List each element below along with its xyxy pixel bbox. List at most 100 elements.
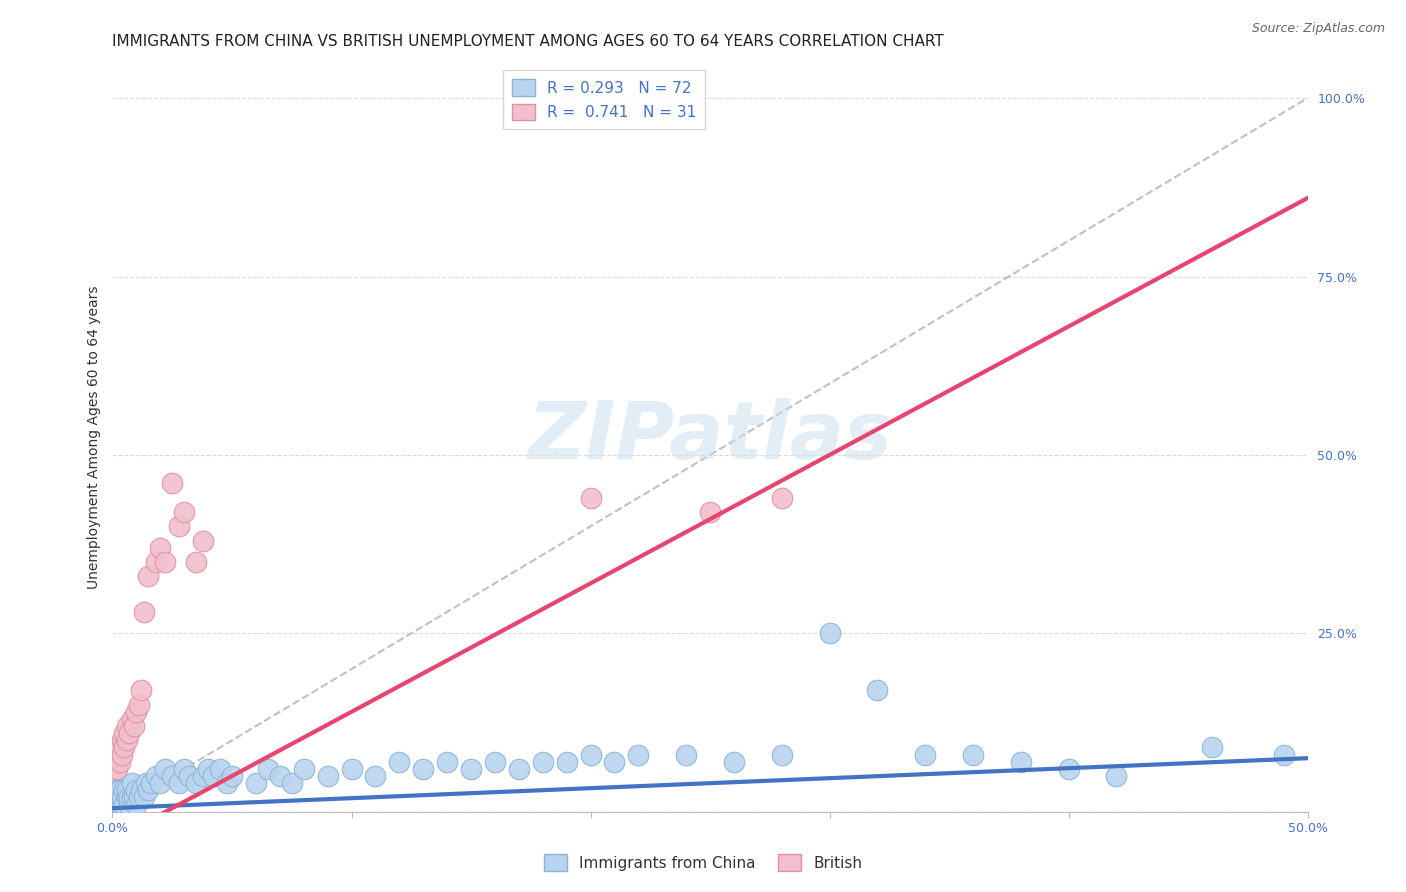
Point	[149, 541, 172, 555]
Point	[104, 769, 127, 783]
Point	[627, 747, 650, 762]
Point	[114, 783, 135, 797]
Point	[866, 683, 889, 698]
Point	[128, 790, 150, 805]
Point	[388, 755, 411, 769]
Point	[292, 762, 315, 776]
Y-axis label: Unemployment Among Ages 60 to 64 years: Unemployment Among Ages 60 to 64 years	[87, 285, 101, 589]
Point	[173, 505, 195, 519]
Point	[162, 476, 183, 491]
Point	[818, 626, 841, 640]
Point	[1272, 747, 1295, 762]
Point	[269, 769, 291, 783]
Point	[108, 755, 131, 769]
Point	[135, 776, 157, 790]
Point	[193, 533, 215, 548]
Point	[316, 769, 339, 783]
Point	[914, 747, 936, 762]
Point	[675, 747, 697, 762]
Point	[125, 783, 148, 797]
Point	[105, 790, 128, 805]
Point	[699, 505, 721, 519]
Point	[121, 776, 143, 790]
Point	[145, 555, 167, 569]
Point	[129, 783, 152, 797]
Point	[484, 755, 506, 769]
Point	[245, 776, 267, 790]
Point	[105, 797, 128, 812]
Point	[138, 783, 160, 797]
Point	[104, 797, 127, 812]
Point	[193, 769, 215, 783]
Point	[555, 755, 578, 769]
Point	[115, 733, 138, 747]
Point	[105, 762, 128, 776]
Point	[115, 783, 138, 797]
Point	[281, 776, 304, 790]
Point	[169, 519, 191, 533]
Point	[114, 740, 135, 755]
Point	[125, 797, 148, 812]
Point	[111, 790, 134, 805]
Point	[149, 776, 172, 790]
Point	[197, 762, 219, 776]
Point	[108, 797, 131, 812]
Point	[186, 555, 208, 569]
Point	[121, 790, 143, 805]
Point	[962, 747, 984, 762]
Point	[111, 747, 134, 762]
Point	[114, 726, 135, 740]
Point	[364, 769, 387, 783]
Point	[221, 769, 243, 783]
Point	[115, 790, 138, 805]
Point	[153, 762, 176, 776]
Point	[111, 797, 134, 812]
Point	[122, 790, 145, 805]
Text: IMMIGRANTS FROM CHINA VS BRITISH UNEMPLOYMENT AMONG AGES 60 TO 64 YEARS CORRELAT: IMMIGRANTS FROM CHINA VS BRITISH UNEMPLO…	[112, 34, 945, 49]
Point	[122, 719, 145, 733]
Point	[770, 491, 793, 505]
Point	[108, 783, 131, 797]
Point	[1010, 755, 1032, 769]
Point	[118, 797, 141, 812]
Point	[257, 762, 280, 776]
Point	[132, 790, 155, 805]
Point	[177, 769, 200, 783]
Point	[139, 776, 162, 790]
Point	[412, 762, 434, 776]
Point	[579, 747, 602, 762]
Point	[118, 726, 141, 740]
Point	[104, 790, 127, 805]
Point	[770, 747, 793, 762]
Point	[145, 769, 167, 783]
Point	[162, 769, 183, 783]
Point	[125, 705, 148, 719]
Text: Source: ZipAtlas.com: Source: ZipAtlas.com	[1251, 22, 1385, 36]
Point	[138, 569, 160, 583]
Point	[132, 605, 155, 619]
Point	[460, 762, 482, 776]
Legend: Immigrants from China, British: Immigrants from China, British	[537, 848, 869, 877]
Point	[579, 491, 602, 505]
Point	[201, 769, 224, 783]
Point	[217, 776, 239, 790]
Point	[1057, 762, 1080, 776]
Point	[105, 747, 128, 762]
Point	[173, 762, 195, 776]
Text: ZIPatlas: ZIPatlas	[527, 398, 893, 476]
Point	[121, 712, 143, 726]
Point	[169, 776, 191, 790]
Point	[105, 783, 128, 797]
Point	[340, 762, 363, 776]
Point	[603, 755, 626, 769]
Point	[108, 790, 131, 805]
Point	[104, 783, 127, 797]
Point	[436, 755, 458, 769]
Point	[186, 776, 208, 790]
Point	[531, 755, 554, 769]
Point	[153, 555, 176, 569]
Point	[1201, 740, 1223, 755]
Point	[723, 755, 745, 769]
Point	[508, 762, 530, 776]
Point	[114, 797, 135, 812]
